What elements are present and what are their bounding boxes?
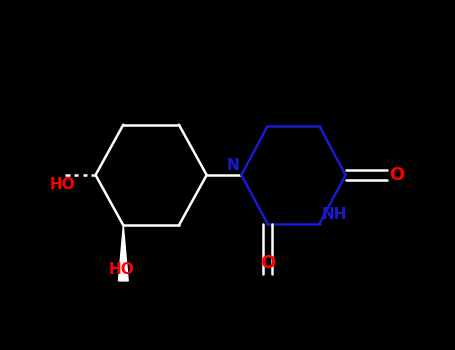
Text: O: O (389, 166, 404, 184)
Text: NH: NH (321, 207, 347, 222)
Text: N: N (227, 158, 240, 173)
Text: HO: HO (109, 262, 135, 278)
Text: O: O (260, 254, 275, 272)
Text: HO: HO (50, 177, 76, 192)
Polygon shape (118, 225, 128, 281)
